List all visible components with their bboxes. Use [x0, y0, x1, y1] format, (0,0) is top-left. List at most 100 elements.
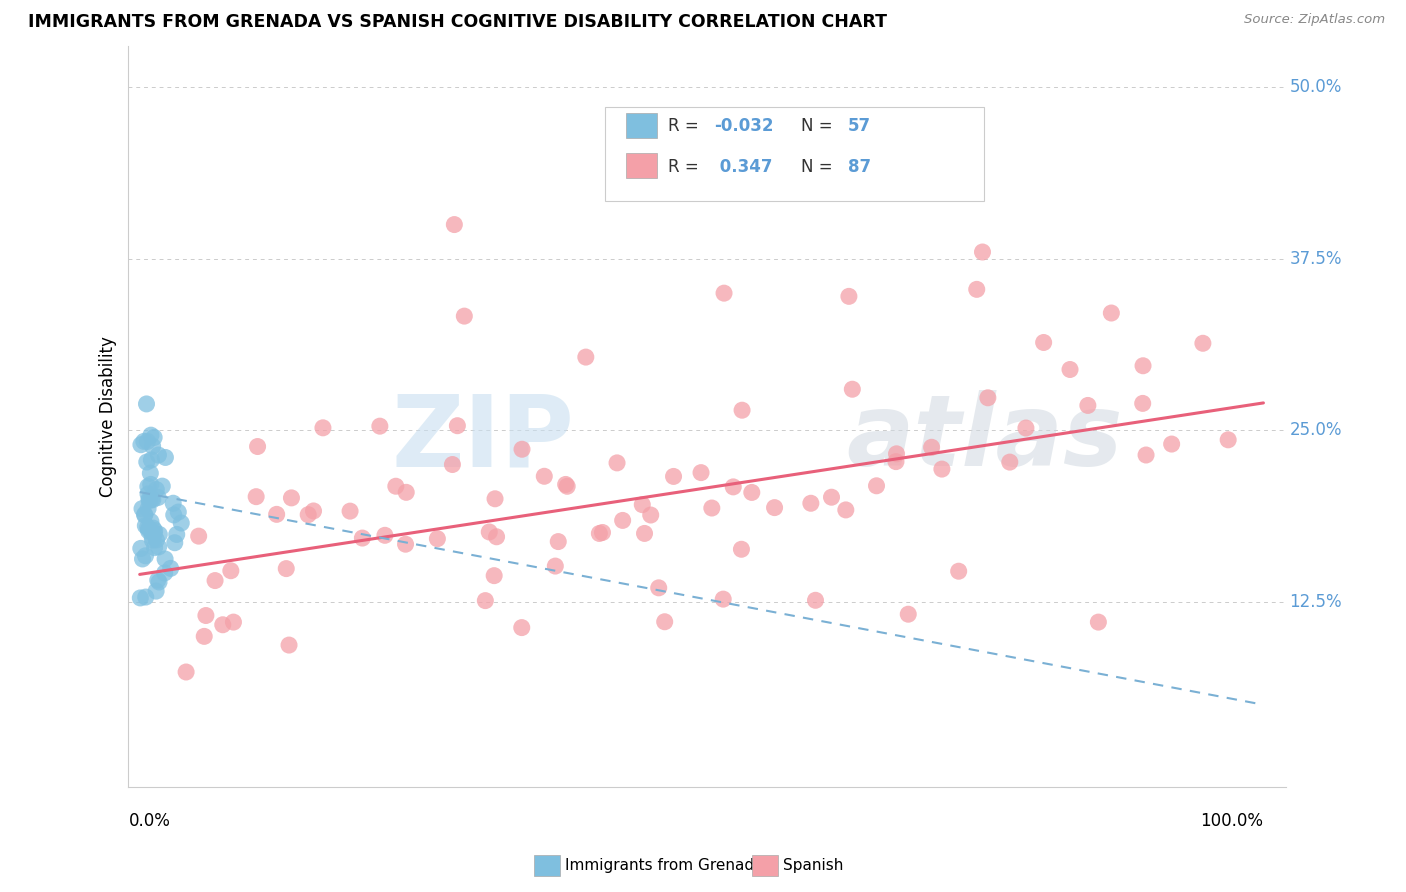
Point — [143, 430, 166, 444]
Point — [612, 177, 634, 191]
Point — [474, 593, 496, 607]
Point — [245, 490, 267, 504]
Point — [204, 574, 226, 588]
Point — [612, 513, 634, 527]
Point — [138, 493, 160, 508]
Point — [763, 500, 786, 515]
Text: atlas: atlas — [846, 391, 1122, 487]
Point — [148, 540, 170, 554]
Point — [394, 537, 416, 551]
Point — [139, 428, 162, 442]
Point — [193, 629, 215, 643]
Point — [163, 535, 186, 549]
Point — [139, 467, 162, 481]
Point — [135, 590, 157, 604]
Point — [166, 527, 188, 541]
Point — [931, 462, 953, 476]
Point — [312, 421, 335, 435]
Point — [1077, 399, 1099, 413]
Point — [129, 541, 152, 556]
Point — [921, 440, 943, 454]
Point — [426, 532, 449, 546]
Point — [575, 350, 598, 364]
Point — [132, 434, 155, 449]
Point — [1160, 437, 1182, 451]
Point — [533, 469, 555, 483]
Point — [713, 286, 735, 301]
Point — [977, 391, 1000, 405]
Point — [146, 491, 169, 505]
Point — [1192, 336, 1215, 351]
Point — [145, 584, 167, 599]
Point — [163, 508, 186, 522]
Point — [138, 522, 160, 536]
Point — [1032, 335, 1054, 350]
Point — [1087, 615, 1109, 629]
Point — [131, 552, 153, 566]
Point — [555, 479, 578, 493]
Point — [804, 593, 827, 607]
Point — [592, 525, 614, 540]
Point — [443, 218, 465, 232]
Point — [966, 282, 988, 296]
Point — [948, 564, 970, 578]
Point — [174, 665, 197, 679]
Text: 100.0%: 100.0% — [1201, 812, 1264, 830]
Point — [145, 483, 167, 497]
Point — [606, 456, 628, 470]
Point — [141, 529, 163, 543]
Point — [153, 566, 176, 580]
Point — [142, 492, 165, 507]
Point — [142, 521, 165, 535]
Point — [453, 309, 475, 323]
Point — [662, 469, 685, 483]
Point — [222, 615, 245, 629]
Point — [631, 498, 654, 512]
Point — [385, 479, 408, 493]
Point — [441, 458, 464, 472]
Point — [368, 419, 391, 434]
Point — [1132, 396, 1154, 410]
Point — [297, 508, 319, 522]
Point — [134, 508, 156, 522]
Point — [148, 574, 170, 589]
Point — [136, 434, 159, 449]
Text: 87: 87 — [848, 158, 870, 176]
Point — [138, 524, 160, 538]
Point — [711, 592, 734, 607]
Point — [446, 418, 468, 433]
Point — [136, 520, 159, 534]
Point — [167, 505, 190, 519]
Point — [143, 524, 166, 538]
Point — [886, 447, 908, 461]
Point — [510, 621, 533, 635]
Point — [820, 490, 842, 504]
Point — [143, 541, 166, 555]
Point — [1015, 421, 1038, 435]
Point — [280, 491, 302, 505]
Point — [478, 524, 501, 539]
Point — [136, 501, 159, 516]
Point — [148, 527, 170, 541]
Point — [588, 526, 610, 541]
Point — [145, 533, 167, 547]
Text: 12.5%: 12.5% — [1289, 593, 1341, 611]
Text: Spanish: Spanish — [783, 858, 844, 872]
Text: 25.0%: 25.0% — [1289, 421, 1341, 440]
Point — [162, 496, 184, 510]
Point — [139, 515, 162, 529]
Point — [897, 607, 920, 622]
Point — [136, 479, 159, 493]
Point — [129, 438, 152, 452]
Point — [395, 485, 418, 500]
Text: N =: N = — [801, 117, 838, 135]
Text: IMMIGRANTS FROM GRENADA VS SPANISH COGNITIVE DISABILITY CORRELATION CHART: IMMIGRANTS FROM GRENADA VS SPANISH COGNI… — [28, 13, 887, 31]
Point — [633, 526, 655, 541]
Point — [1059, 362, 1081, 376]
Point — [141, 533, 163, 548]
Point — [700, 501, 723, 516]
Point — [155, 450, 177, 465]
Point — [159, 561, 181, 575]
Point — [278, 638, 301, 652]
Point — [482, 568, 505, 582]
